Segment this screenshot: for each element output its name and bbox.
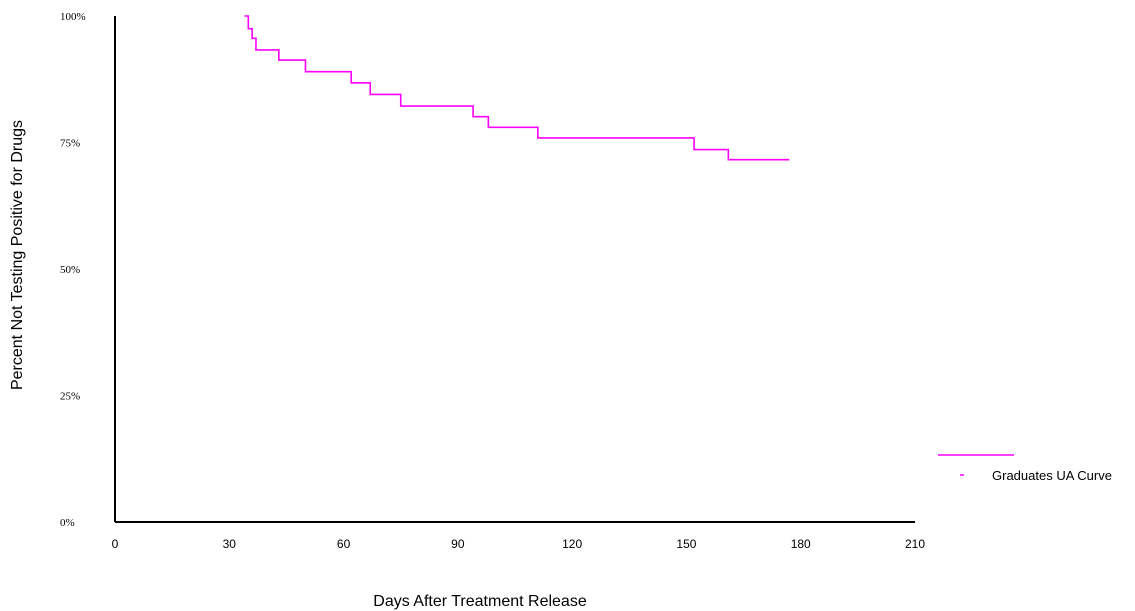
y-tick-label: 100%: [60, 11, 86, 23]
x-tick-label: 30: [223, 537, 237, 551]
legend: Graduates UA Curve: [938, 454, 1112, 483]
y-tick-labels: 0% 25% 50% 75% 100%: [60, 11, 86, 529]
x-tick-label: 90: [451, 537, 465, 551]
y-tick-label: 0%: [60, 517, 75, 529]
series-layer: [244, 15, 790, 161]
x-tick-label: 0: [112, 537, 119, 551]
x-axis-label: Days After Treatment Release: [373, 593, 587, 610]
series-line: [244, 15, 790, 161]
y-axis-label: Percent Not Testing Positive for Drugs: [9, 120, 26, 390]
x-tick-label: 60: [337, 537, 351, 551]
y-tick-label: 25%: [60, 391, 80, 403]
x-tick-labels: 0 30 60 90 120 150 180 210: [112, 537, 926, 551]
y-tick-label: 50%: [60, 264, 80, 276]
x-tick-label: 210: [905, 537, 925, 551]
x-tick-label: 120: [562, 537, 582, 551]
legend-label: Graduates UA Curve: [992, 468, 1112, 483]
y-tick-label: 75%: [60, 138, 80, 150]
x-tick-label: 180: [791, 537, 811, 551]
x-tick-label: 150: [676, 537, 696, 551]
